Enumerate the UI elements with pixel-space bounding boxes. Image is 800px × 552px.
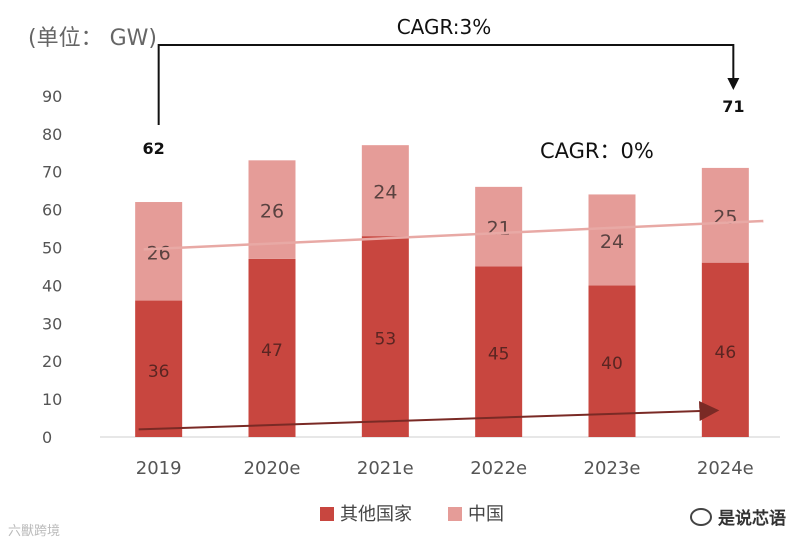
wechat-icon: [690, 507, 712, 526]
bar-segment: [701, 167, 749, 263]
total-label-2019: 62: [143, 139, 165, 158]
y-tick-label: 50: [42, 239, 62, 258]
data-label: 40: [601, 354, 623, 374]
y-tick-label: 20: [42, 352, 62, 371]
y-tick-label: 90: [42, 87, 62, 106]
y-tick-label: 10: [42, 390, 62, 409]
bar-segment: [588, 285, 636, 437]
bar-segment: [475, 266, 523, 437]
data-label: 53: [375, 330, 397, 350]
data-label: 24: [373, 182, 397, 204]
data-label: 25: [713, 206, 737, 228]
y-tick-label: 70: [42, 163, 62, 182]
cagr-bracket: [157, 44, 735, 125]
y-tick-label: 80: [42, 125, 62, 144]
bar-segment: [135, 202, 183, 301]
x-tick-label: 2020e: [244, 458, 301, 479]
cagr-other-label: CAGR：0%: [540, 139, 654, 163]
legend-swatch: [320, 507, 334, 521]
bar-segment: [135, 300, 183, 437]
x-tick-label: 2019: [136, 458, 182, 479]
bar-segment: [361, 236, 409, 437]
bar-segment: [361, 145, 409, 237]
x-tick-label: 2024e: [697, 458, 754, 479]
bar-segment: [475, 186, 523, 267]
cagr-total-label: CAGR:3%: [397, 15, 492, 39]
y-tick-label: 30: [42, 314, 62, 333]
trend-arrow-other: [138, 401, 720, 431]
bar-segment: [248, 258, 296, 437]
data-label: 47: [261, 341, 283, 361]
watermark-text: 六獸跨境: [8, 524, 61, 539]
x-tick-label: 2022e: [470, 458, 527, 479]
data-label: 36: [148, 362, 170, 382]
data-label: 24: [600, 231, 624, 253]
legend-label: 中国: [468, 504, 504, 525]
unit-label: (单位： GW): [28, 26, 157, 51]
x-tick-label: 2023e: [584, 458, 641, 479]
bar-segment: [588, 194, 636, 286]
total-label-2024e: 71: [722, 97, 744, 116]
data-label: 26: [147, 242, 171, 264]
brand-logo: 是说芯语: [690, 504, 786, 529]
data-label: 46: [715, 343, 737, 363]
y-tick-label: 0: [42, 428, 52, 447]
y-tick-label: 40: [42, 276, 62, 295]
trend-line-china: [143, 219, 764, 251]
legend-swatch: [448, 507, 462, 521]
x-tick-label: 2021e: [357, 458, 414, 479]
brand-name: 是说芯语: [718, 509, 786, 529]
legend-label: 其他国家: [340, 504, 412, 525]
data-label: 45: [488, 345, 510, 365]
cagr-arrowhead: [727, 78, 740, 90]
data-label: 21: [487, 218, 511, 240]
data-label: 26: [260, 201, 284, 223]
y-tick-label: 60: [42, 201, 62, 220]
